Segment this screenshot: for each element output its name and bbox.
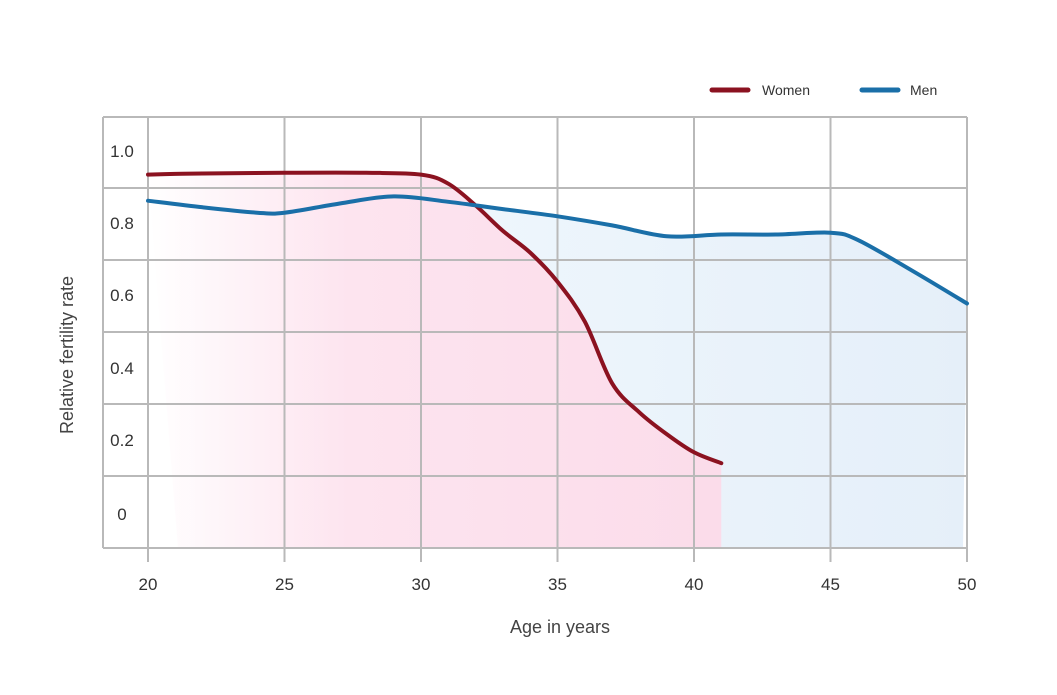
y-tick-label: 1.0 [110, 142, 134, 161]
legend-label-men: Men [910, 82, 937, 98]
y-axis-title: Relative fertility rate [57, 276, 77, 434]
x-tick-label: 40 [685, 575, 704, 594]
y-tick-labels: 1.0 0.8 0.6 0.4 0.2 0 [110, 142, 134, 524]
legend-label-women: Women [762, 82, 810, 98]
women-area-fill [148, 172, 722, 549]
x-tick-label: 45 [821, 575, 840, 594]
series-lines [146, 170, 969, 466]
x-tick-labels: 20 25 30 35 40 45 50 [139, 575, 977, 594]
x-axis-title: Age in years [510, 617, 610, 637]
y-tick-label: 0.2 [110, 431, 134, 450]
y-tick-label: 0 [117, 505, 126, 524]
x-tick-label: 30 [412, 575, 431, 594]
grid-lines [102, 116, 968, 562]
x-tick-label: 50 [958, 575, 977, 594]
y-tick-label: 0.8 [110, 214, 134, 233]
x-tick-label: 35 [548, 575, 567, 594]
y-tick-label: 0.4 [110, 359, 134, 378]
series-line-women [146, 170, 724, 466]
series-line-men [146, 194, 969, 306]
x-tick-label: 25 [275, 575, 294, 594]
legend: Women Men [709, 82, 937, 98]
y-tick-label: 0.6 [110, 286, 134, 305]
x-tick-label: 20 [139, 575, 158, 594]
